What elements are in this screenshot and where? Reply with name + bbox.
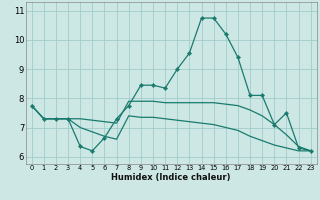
X-axis label: Humidex (Indice chaleur): Humidex (Indice chaleur) [111, 173, 231, 182]
